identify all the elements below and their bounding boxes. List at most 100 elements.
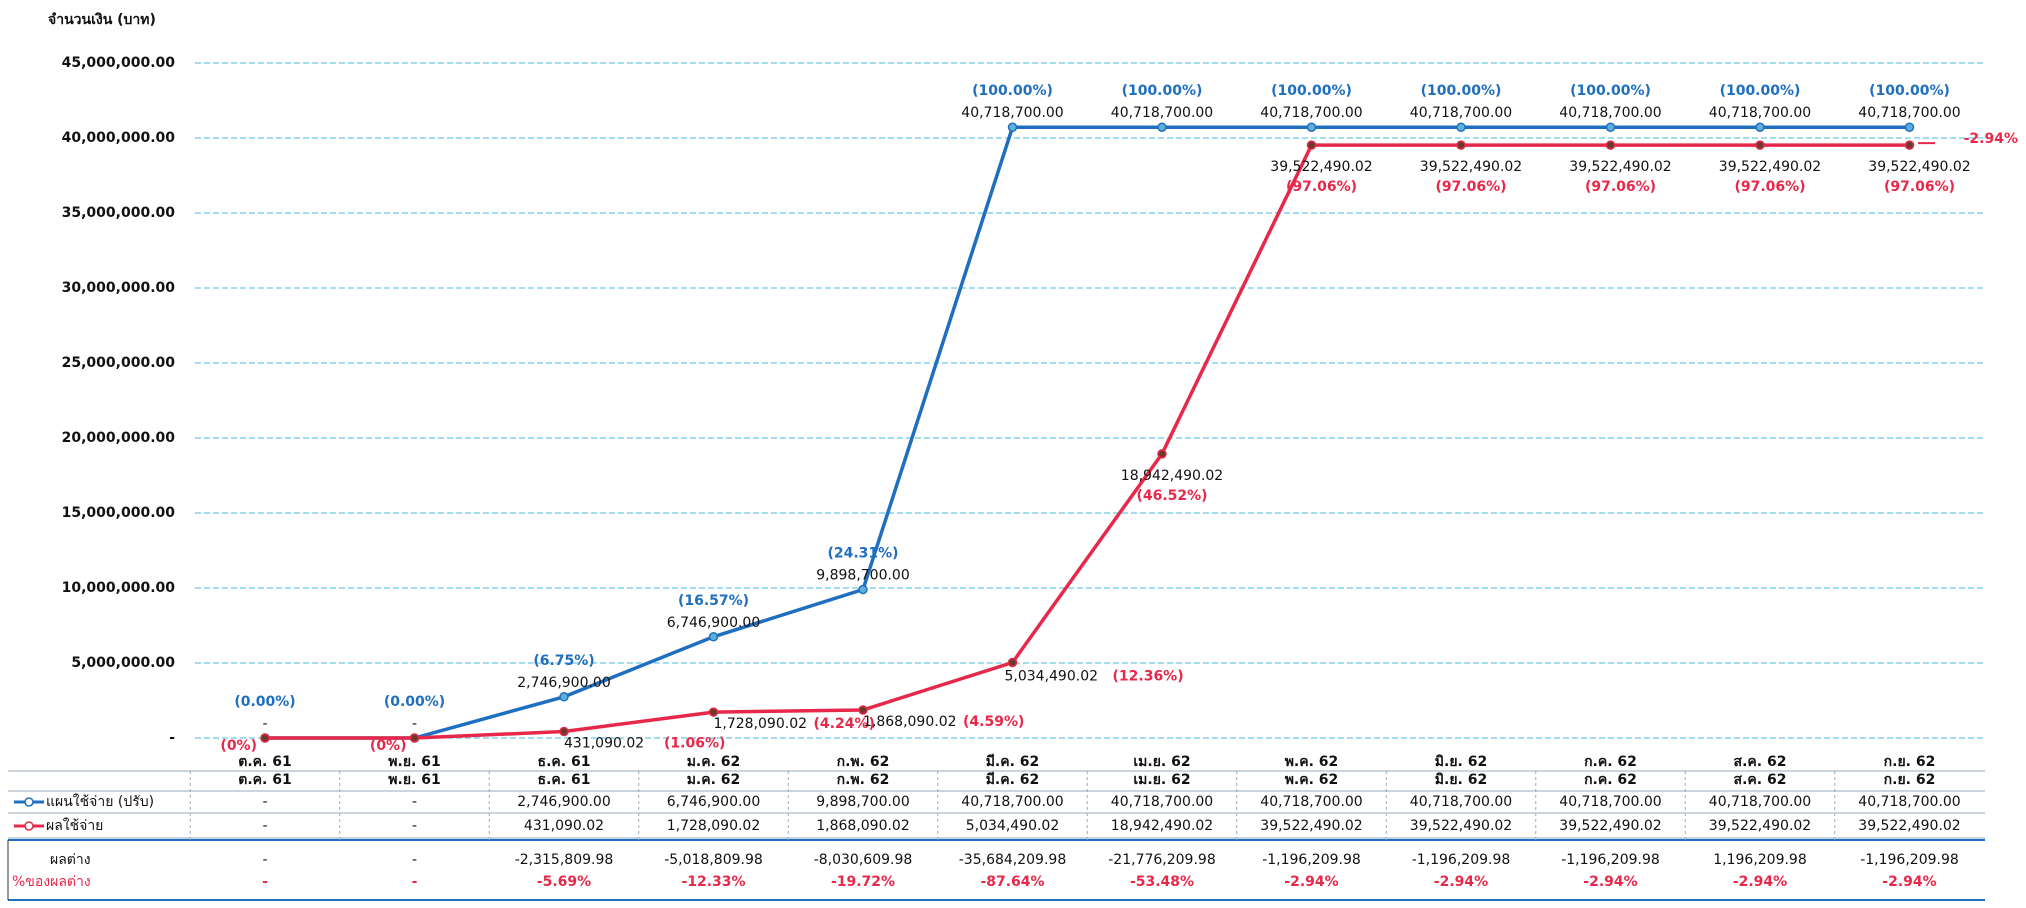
table-cell: -1,196,209.98 — [1860, 852, 1959, 868]
table-cell: -53.48% — [1130, 874, 1194, 890]
y-axis-label: จำนวนเงิน (บาท) — [48, 12, 156, 28]
table-cell: 6,746,900.00 — [667, 794, 761, 810]
percent-label: (100.00%) — [1720, 83, 1801, 99]
table-cell: -87.64% — [980, 874, 1044, 890]
table-cell: -8,030,609.98 — [814, 852, 913, 868]
y-tick-label: 10,000,000.00 — [62, 580, 176, 596]
point-marker — [1157, 122, 1167, 132]
table-cell: -2.94% — [1284, 874, 1338, 890]
table-cell: 39,522,490.02 — [1559, 818, 1661, 834]
x-tick-label: ต.ค. 61 — [238, 754, 291, 770]
y-tick-label: 25,000,000.00 — [62, 355, 176, 371]
table-cell: -5.69% — [537, 874, 591, 890]
table-cell: -2.94% — [1882, 874, 1936, 890]
table-cell: -5,018,809.98 — [664, 852, 763, 868]
value-label: 40,718,700.00 — [1260, 105, 1362, 121]
legend-label: ผลใช้จ่าย — [46, 817, 103, 834]
table-header: ก.ค. 62 — [1584, 772, 1637, 788]
percent-label: (1.06%) — [664, 736, 725, 752]
legend-label: แผนใช้จ่าย (ปรับ) — [46, 793, 154, 810]
point-marker — [1755, 122, 1765, 132]
value-label: 2,746,900.00 — [517, 675, 611, 691]
table-cell: - — [262, 818, 267, 834]
value-label: 5,034,490.02 — [1005, 668, 1099, 684]
percent-label: (97.06%) — [1734, 179, 1805, 195]
x-tick-label: มิ.ย. 62 — [1435, 754, 1487, 770]
percent-label: (0.00%) — [384, 694, 445, 710]
percent-label: (6.75%) — [533, 653, 594, 669]
value-label: 40,718,700.00 — [1111, 105, 1213, 121]
percent-label: (24.31%) — [827, 546, 898, 562]
table-cell: -2.94% — [1583, 874, 1637, 890]
x-tick-label: ธ.ค. 61 — [538, 754, 591, 770]
series-line — [265, 143, 1910, 740]
table-cell: - — [412, 794, 417, 810]
percent-label: (16.57%) — [678, 593, 749, 609]
table-cell: -12.33% — [681, 874, 745, 890]
percent-label: (97.06%) — [1884, 179, 1955, 195]
value-label: 39,522,490.02 — [1719, 159, 1821, 175]
table-cell: -21,776,209.98 — [1108, 852, 1215, 868]
x-tick-label: พ.ย. 61 — [388, 754, 440, 770]
value-label: - — [412, 716, 417, 732]
percent-label: (46.52%) — [1136, 488, 1207, 504]
point-marker — [1306, 140, 1317, 150]
point-marker — [1605, 122, 1616, 132]
table-cell: -1,196,209.98 — [1412, 852, 1511, 868]
table-cell: 40,718,700.00 — [1260, 794, 1362, 810]
percent-label: (4.59%) — [963, 714, 1024, 730]
y-tick-label: - — [169, 730, 175, 746]
x-tick-label: ส.ค. 62 — [1734, 754, 1787, 770]
table-header: ต.ค. 61 — [238, 772, 291, 788]
table-header: เม.ย. 62 — [1133, 772, 1190, 788]
table-cell: 1,728,090.02 — [667, 818, 761, 834]
table-cell: 39,522,490.02 — [1709, 818, 1811, 834]
row-label: ผลต่าง — [50, 852, 91, 868]
percent-label: (0%) — [370, 738, 407, 754]
value-label: 40,718,700.00 — [961, 105, 1063, 121]
table-header: ก.ย. 62 — [1884, 772, 1936, 788]
percent-label: (100.00%) — [1570, 83, 1651, 99]
table-cell: 1,196,209.98 — [1713, 852, 1807, 868]
table-cell: 5,034,490.02 — [966, 818, 1060, 834]
table-cell: - — [412, 818, 417, 834]
point-marker — [1456, 140, 1466, 150]
point-marker — [1306, 122, 1317, 132]
table-cell: -1,196,209.98 — [1561, 852, 1660, 868]
y-tick-label: 40,000,000.00 — [62, 130, 176, 146]
point-marker — [1007, 657, 1018, 668]
table-header: ก.พ. 62 — [837, 772, 890, 788]
table-cell: 40,718,700.00 — [1858, 794, 1960, 810]
point-marker — [858, 584, 868, 595]
table-cell: 39,522,490.02 — [1858, 818, 1960, 834]
table-header: ส.ค. 62 — [1734, 772, 1787, 788]
table-header: ม.ค. 62 — [687, 772, 741, 788]
percent-label: (100.00%) — [972, 83, 1053, 99]
table-cell: - — [262, 794, 267, 810]
y-tick-label: 20,000,000.00 — [62, 430, 176, 446]
table-cell: 40,718,700.00 — [1410, 794, 1512, 810]
x-tick-label: พ.ค. 62 — [1285, 754, 1339, 770]
point-marker — [409, 733, 420, 743]
x-tick-label: เม.ย. 62 — [1133, 754, 1190, 770]
point-marker — [1755, 140, 1765, 150]
percent-label: (12.36%) — [1113, 668, 1184, 684]
percent-label: (97.06%) — [1585, 179, 1656, 195]
point-marker — [260, 733, 270, 743]
table-cell: - — [262, 874, 268, 890]
point-marker — [559, 692, 569, 702]
value-label: 40,718,700.00 — [1410, 105, 1512, 121]
value-label: 40,718,700.00 — [1858, 105, 1960, 121]
table-header: พ.ค. 62 — [1285, 772, 1339, 788]
percent-label: (97.06%) — [1286, 179, 1357, 195]
table-cell: 39,522,490.02 — [1260, 818, 1362, 834]
table-cell: 431,090.02 — [524, 818, 604, 834]
table-cell: 40,718,700.00 — [1111, 794, 1213, 810]
value-label: - — [262, 716, 267, 732]
row-label: %ของผลต่าง — [12, 874, 91, 890]
table-cell: 40,718,700.00 — [961, 794, 1063, 810]
percent-label: (100.00%) — [1271, 83, 1352, 99]
value-label: 18,942,490.02 — [1121, 468, 1223, 484]
table-header: ธ.ค. 61 — [538, 772, 591, 788]
